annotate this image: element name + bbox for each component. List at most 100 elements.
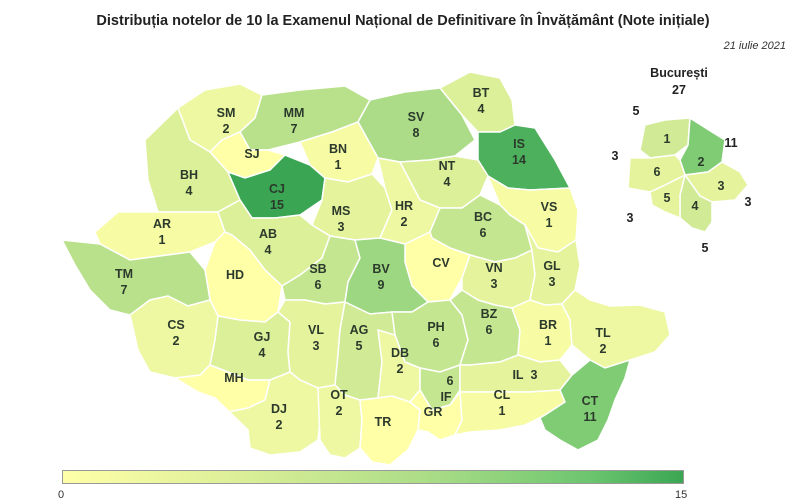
bucuresti-sector-5-value: 3 (627, 211, 634, 225)
county-value-ab: 4 (265, 243, 272, 257)
county-value-tm: 7 (121, 283, 128, 297)
county-value-bn: 1 (335, 158, 342, 172)
county-value-bh: 4 (186, 184, 193, 198)
county-code-bh: BH (180, 168, 198, 182)
county-value-gj: 4 (259, 346, 266, 360)
legend-max-label: 15 (675, 489, 688, 501)
county-tr (359, 395, 421, 466)
county-value-if: 6 (447, 374, 454, 388)
county-code-cv: CV (432, 256, 450, 270)
bucuresti-sector-2-value: 11 (724, 136, 737, 150)
county-code-bn: BN (329, 142, 347, 156)
county-value-il: 3 (531, 368, 538, 382)
county-tl (561, 289, 671, 369)
county-code-il: IL (512, 368, 523, 382)
bucuresti-sector-2-number: 2 (698, 155, 705, 169)
bucuresti-title: București (650, 66, 708, 80)
county-ar (94, 211, 226, 261)
county-code-ag: AG (350, 323, 369, 337)
county-value-ct: 11 (583, 410, 596, 424)
bucuresti-sector-3-value: 3 (745, 195, 752, 209)
county-code-ph: PH (427, 320, 444, 334)
county-value-cj: 15 (270, 198, 284, 212)
county-code-gj: GJ (254, 330, 271, 344)
county-code-ab: AB (259, 227, 277, 241)
color-scale-legend (62, 470, 684, 484)
county-value-tl: 2 (600, 342, 607, 356)
bucuresti-total: 27 (672, 83, 686, 97)
bucuresti-sector-6-number: 6 (654, 165, 661, 179)
bucuresti-sector-1 (639, 117, 691, 159)
county-value-nt: 4 (444, 175, 451, 189)
county-code-sm: SM (217, 106, 236, 120)
bucuresti-sector-4-value: 5 (702, 241, 709, 255)
county-code-vn: VN (485, 261, 502, 275)
county-value-db: 2 (397, 362, 404, 376)
county-code-mm: MM (284, 106, 305, 120)
county-code-ct: CT (582, 394, 599, 408)
county-code-bc: BC (474, 210, 492, 224)
county-code-ot: OT (330, 388, 348, 402)
county-value-ag: 5 (356, 339, 363, 353)
county-code-vs: VS (541, 200, 558, 214)
map-date: 21 iulie 2021 (723, 40, 786, 52)
county-value-ms: 3 (338, 220, 345, 234)
county-code-hr: HR (395, 199, 413, 213)
county-code-hd: HD (226, 268, 244, 282)
county-value-vs: 1 (546, 216, 553, 230)
county-value-vl: 3 (313, 339, 320, 353)
county-ms (311, 173, 393, 241)
county-code-tr: TR (375, 415, 392, 429)
bucuresti-inset: București 27 1 5 2 11 3 3 4 5 5 3 6 3 (612, 66, 752, 255)
county-value-sv: 8 (413, 126, 420, 140)
county-code-gl: GL (543, 259, 561, 273)
county-code-gr: GR (424, 405, 443, 419)
county-code-bv: BV (372, 262, 390, 276)
county-code-nt: NT (439, 159, 456, 173)
bucuresti-sector-4-number: 4 (692, 199, 699, 213)
county-code-sv: SV (408, 110, 425, 124)
county-code-sb: SB (309, 262, 326, 276)
county-value-ot: 2 (336, 404, 343, 418)
bucuresti-sector-6-value: 3 (612, 149, 619, 163)
county-value-hr: 2 (401, 215, 408, 229)
county-value-gl: 3 (549, 275, 556, 289)
county-code-tm: TM (115, 267, 133, 281)
county-code-cs: CS (167, 318, 184, 332)
county-shapes (60, 71, 671, 466)
bucuresti-sector-6 (627, 154, 686, 193)
county-value-cs: 2 (173, 334, 180, 348)
county-value-br: 1 (545, 334, 552, 348)
bucuresti-sector-1-number: 1 (664, 132, 671, 146)
county-value-vn: 3 (491, 277, 498, 291)
county-code-db: DB (391, 346, 409, 360)
county-code-cl: CL (494, 388, 511, 402)
bucuresti-sector-3-number: 3 (718, 179, 725, 193)
bucuresti-sector-5-number: 5 (664, 191, 671, 205)
county-value-is: 14 (512, 153, 526, 167)
county-code-ar: AR (153, 217, 171, 231)
county-value-sb: 6 (315, 278, 322, 292)
legend-min-label: 0 (58, 489, 65, 501)
county-code-mh: MH (224, 371, 243, 385)
county-code-tl: TL (595, 326, 611, 340)
county-code-is: IS (513, 137, 525, 151)
bucuresti-sector-1-value: 5 (633, 104, 640, 118)
county-cl (453, 389, 566, 437)
county-code-cj: CJ (269, 182, 285, 196)
county-code-bz: BZ (481, 307, 498, 321)
county-code-bt: BT (473, 86, 490, 100)
county-code-br: BR (539, 318, 557, 332)
county-value-ar: 1 (159, 233, 166, 247)
county-code-vl: VL (308, 323, 324, 337)
county-value-cl: 1 (499, 404, 506, 418)
county-code-sj: SJ (244, 147, 259, 161)
county-value-bz: 6 (486, 323, 493, 337)
county-ct (539, 358, 632, 451)
county-value-sm: 2 (223, 122, 230, 136)
county-code-if: IF (440, 390, 451, 404)
county-value-bt: 4 (478, 102, 485, 116)
county-value-bc: 6 (480, 226, 487, 240)
